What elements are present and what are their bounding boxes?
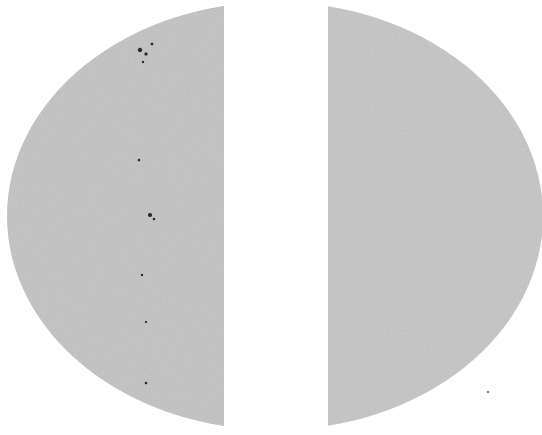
sunspot xyxy=(148,213,152,217)
stray-speck xyxy=(486,390,490,394)
right-half-disk xyxy=(328,6,542,426)
sunspot xyxy=(150,42,154,46)
left-half-disk xyxy=(7,5,224,427)
vertical-white-gap xyxy=(224,0,328,435)
sunspot xyxy=(137,158,141,162)
sunspot xyxy=(137,47,143,53)
sunspot-cluster xyxy=(137,42,156,385)
sunspot xyxy=(141,60,145,64)
sunspot xyxy=(144,381,148,385)
sunspot xyxy=(144,52,148,56)
sunspot xyxy=(152,217,156,221)
sunspot xyxy=(144,320,148,324)
sunspot xyxy=(140,273,144,277)
